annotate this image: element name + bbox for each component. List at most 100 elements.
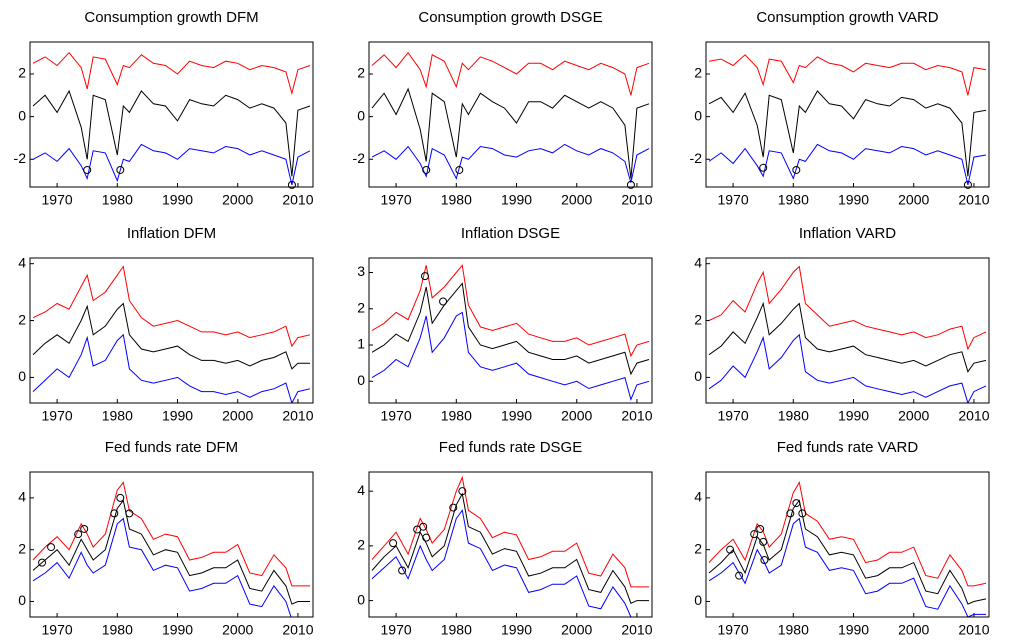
plot-frame: [29, 257, 314, 404]
series-line: [708, 333, 987, 403]
chart-title: Fed funds rate VARD: [777, 439, 919, 456]
x-tick-label: 1980: [441, 622, 472, 638]
plot-frame: [368, 41, 653, 188]
marker: [449, 503, 458, 512]
x-tick-label: 2000: [898, 408, 929, 424]
series-line: [32, 481, 310, 587]
x-tick-label: 1980: [441, 192, 472, 208]
plot-frame: [705, 41, 990, 188]
x-tick-label: 1970: [42, 192, 73, 208]
series-line: [32, 51, 311, 96]
y-tick-label: 4: [694, 489, 702, 505]
x-tick-label: 1980: [778, 622, 809, 638]
series-line: [32, 89, 311, 177]
marker: [398, 566, 407, 575]
series-line: [32, 333, 311, 403]
series-line: [32, 143, 311, 186]
marker: [759, 163, 768, 172]
marker: [455, 165, 464, 174]
chart-title: Consumption growth DSGE: [418, 9, 602, 26]
x-tick-label: 2010: [958, 408, 989, 424]
series-line: [371, 87, 650, 179]
series-line: [371, 509, 649, 617]
marker: [760, 556, 769, 565]
plot-frame: [705, 471, 990, 618]
x-tick-label: 2000: [222, 408, 253, 424]
series-line: [708, 143, 987, 186]
x-tick-label: 1970: [381, 622, 412, 638]
marker: [116, 165, 125, 174]
plot-frame: [29, 471, 314, 618]
series-line: [708, 301, 987, 373]
y-tick-label: -2: [14, 150, 27, 166]
x-tick-label: 1990: [501, 408, 532, 424]
marker: [83, 165, 92, 174]
y-tick-label: 4: [18, 489, 26, 505]
x-tick-label: 2010: [958, 192, 989, 208]
y-tick-label: 2: [18, 65, 26, 81]
chart-title: Fed funds rate DSGE: [439, 439, 582, 456]
marker: [786, 509, 795, 518]
x-tick-label: 1990: [501, 192, 532, 208]
y-tick-label: 4: [357, 482, 365, 498]
x-tick-label: 1970: [42, 408, 73, 424]
y-tick-label: 2: [357, 299, 365, 315]
x-tick-label: 1970: [718, 192, 749, 208]
x-tick-label: 2010: [621, 192, 652, 208]
series-line: [32, 302, 310, 370]
y-tick-label: 1: [357, 336, 365, 352]
x-tick-label: 2000: [561, 192, 592, 208]
x-tick-label: 1990: [501, 622, 532, 638]
chart-title: Inflation DSGE: [461, 225, 560, 242]
marker: [422, 165, 431, 174]
x-tick-label: 1990: [162, 408, 193, 424]
series-line: [371, 51, 650, 96]
y-tick-label: -2: [690, 150, 703, 166]
x-tick-label: 2010: [282, 192, 313, 208]
plot-frame: [29, 41, 314, 188]
y-tick-label: 4: [18, 254, 26, 270]
marker: [963, 180, 972, 189]
y-tick-label: 0: [18, 592, 26, 608]
x-tick-label: 1980: [778, 408, 809, 424]
x-tick-label: 1970: [718, 622, 749, 638]
marker: [389, 539, 398, 548]
series-line: [371, 311, 650, 401]
x-tick-label: 1990: [838, 408, 869, 424]
x-tick-label: 1990: [162, 192, 193, 208]
x-tick-label: 2010: [621, 622, 652, 638]
marker: [47, 543, 56, 552]
marker: [750, 530, 759, 539]
marker: [420, 272, 429, 281]
marker: [38, 558, 47, 567]
y-tick-label: 0: [18, 368, 26, 384]
chart-title: Inflation DFM: [127, 225, 216, 242]
y-tick-label: 3: [357, 263, 365, 279]
y-tick-label: 2: [694, 65, 702, 81]
series-line: [708, 90, 987, 177]
series-line: [371, 475, 649, 588]
marker: [116, 493, 125, 502]
x-tick-label: 1970: [381, 192, 412, 208]
x-tick-label: 2000: [222, 622, 253, 638]
marker: [110, 509, 119, 518]
chart-title: Fed funds rate DFM: [105, 439, 238, 456]
marker: [759, 537, 768, 546]
marker: [726, 545, 735, 554]
x-tick-label: 2000: [561, 622, 592, 638]
series-line: [371, 282, 650, 376]
marker: [125, 509, 134, 518]
x-tick-label: 2010: [282, 622, 313, 638]
x-tick-label: 1970: [42, 622, 73, 638]
series-line: [32, 499, 310, 605]
x-tick-label: 1980: [102, 192, 133, 208]
chart-title: Consumption growth DFM: [84, 9, 258, 26]
x-tick-label: 1980: [102, 622, 133, 638]
x-tick-label: 1990: [838, 192, 869, 208]
marker: [626, 180, 635, 189]
x-tick-label: 1970: [718, 408, 749, 424]
series-line: [708, 54, 987, 96]
y-tick-label: 0: [694, 107, 702, 123]
marker: [74, 530, 83, 539]
